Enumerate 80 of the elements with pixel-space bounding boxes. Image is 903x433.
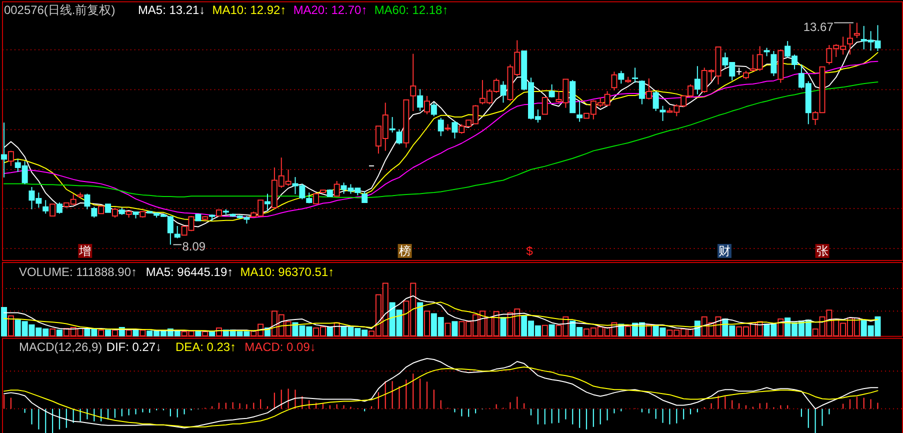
text: MA5: 96445.19↑: [146, 264, 234, 279]
text: MA10: 96370.51↑: [240, 264, 334, 279]
bar: [56, 330, 62, 336]
bar: [209, 330, 216, 336]
bar: [140, 330, 146, 336]
bar: [500, 316, 506, 336]
candlestick: [618, 70, 624, 84]
annotation: 增: [78, 244, 92, 258]
chart-title: 002576(日线.前复权): [4, 3, 116, 18]
candlestick: [576, 100, 583, 122]
bar: [8, 315, 14, 336]
candlestick: [264, 193, 271, 212]
candlestick: [91, 206, 98, 218]
annotation: 榜: [398, 244, 411, 258]
candlestick: [362, 190, 368, 203]
text: MA10: 12.92↑: [212, 3, 286, 18]
bar: [625, 326, 632, 336]
candlestick: [8, 150, 14, 166]
bar: [1, 306, 8, 336]
bar: [202, 331, 208, 336]
bar: [424, 310, 430, 336]
candlestick: [646, 78, 652, 100]
text: MA20: 12.70↑: [293, 3, 368, 18]
candlestick: [652, 90, 659, 112]
candlestick: [42, 200, 49, 214]
text: MACD: 0.09↓: [244, 340, 316, 354]
candlestick: [396, 128, 402, 145]
candlestick: [846, 23, 853, 56]
annotation: $: [526, 244, 534, 258]
annotation: 张: [816, 244, 828, 258]
annotation: 财: [718, 244, 730, 258]
candlestick: [313, 193, 320, 204]
candlestick: [417, 88, 424, 112]
candlestick: [334, 180, 340, 198]
candlestick: [854, 22, 860, 38]
candlestick: [736, 67, 742, 76]
annotation: 8.09: [182, 240, 206, 254]
candlestick: [638, 80, 645, 105]
text: VOLUME: 111888.90↑: [18, 264, 137, 279]
candlestick: [770, 50, 777, 77]
candlestick: [112, 207, 118, 218]
candlestick: [56, 202, 62, 214]
candlestick: [500, 80, 506, 104]
bar: [195, 330, 202, 336]
bar: [542, 324, 548, 336]
candlestick: [50, 204, 56, 217]
bar: [98, 330, 104, 336]
candlestick: [1, 122, 8, 178]
bar: [50, 328, 56, 336]
bar: [326, 326, 333, 336]
text: MA5: 13.21↓: [138, 3, 206, 18]
candlestick: [174, 225, 180, 239]
bar: [105, 330, 112, 336]
candlestick: [410, 53, 416, 112]
text: DIF: 0.27↓: [106, 340, 162, 354]
bar: [417, 302, 424, 336]
candlestick: [542, 97, 548, 115]
candlestick: [548, 84, 555, 98]
text: MA60: 12.18↑: [374, 3, 448, 18]
candlestick: [389, 116, 396, 134]
chart-title: MACD(12,26,9): [18, 340, 102, 354]
candlestick: [438, 117, 444, 137]
text: DEA: 0.23↑: [175, 340, 236, 354]
bar: [452, 321, 458, 336]
candlestick: [430, 102, 437, 117]
candlestick: [660, 105, 666, 122]
bar: [112, 330, 118, 336]
bar: [444, 322, 451, 336]
candlestick: [306, 192, 312, 204]
bar: [126, 330, 132, 336]
candlestick: [452, 120, 458, 139]
candlestick: [694, 66, 700, 95]
bar: [548, 324, 555, 336]
candlestick: [84, 193, 90, 210]
annotation: 13.67: [803, 20, 834, 34]
candlestick: [611, 71, 618, 91]
bar: [132, 330, 139, 336]
candlestick: [424, 95, 430, 115]
bar: [778, 318, 784, 336]
candlestick: [632, 67, 638, 84]
